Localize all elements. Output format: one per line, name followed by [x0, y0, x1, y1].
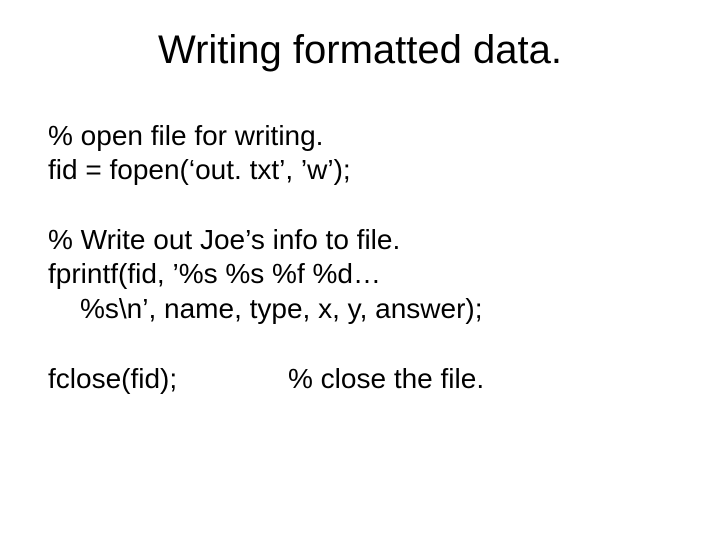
code-comment: % close the file. [288, 362, 484, 396]
code-block-close: fclose(fid); % close the file. [48, 362, 672, 396]
code-block-write: % Write out Joe’s info to file. fprintf(… [48, 223, 672, 325]
code-line-continuation: %s\n’, name, type, x, y, answer); [48, 292, 672, 326]
code-line: fclose(fid); [48, 362, 248, 396]
slide: Writing formatted data. % open file for … [0, 0, 720, 540]
code-block-open: % open file for writing. fid = fopen(‘ou… [48, 119, 672, 187]
slide-title: Writing formatted data. [48, 28, 672, 73]
slide-body: % open file for writing. fid = fopen(‘ou… [48, 119, 672, 396]
code-line: % open file for writing. [48, 119, 672, 153]
code-line: fprintf(fid, ’%s %s %f %d… [48, 257, 672, 291]
code-line: % Write out Joe’s info to file. [48, 223, 672, 257]
code-line: fid = fopen(‘out. txt’, ’w’); [48, 153, 672, 187]
